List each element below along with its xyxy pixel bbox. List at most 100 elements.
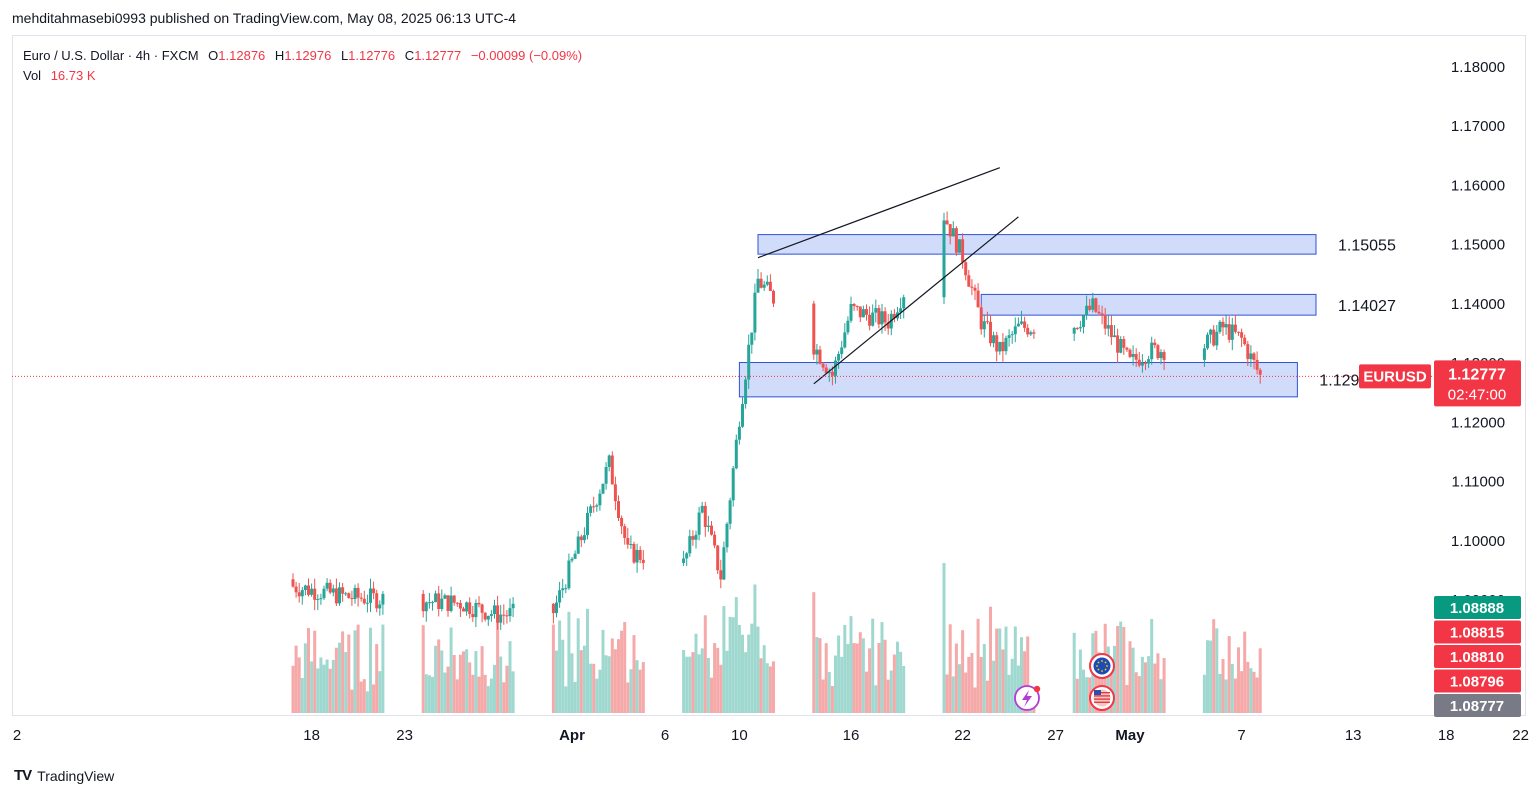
volume-bar (1113, 645, 1116, 713)
us-flag-icon (1089, 685, 1115, 711)
candle-body (365, 602, 369, 604)
volume-bar (468, 662, 472, 713)
volume-bar (685, 656, 689, 713)
candle-body (855, 306, 859, 308)
candle-body (493, 605, 496, 615)
volume-bar (706, 657, 710, 713)
volume-bar (307, 627, 310, 713)
candle-body (558, 590, 562, 603)
volume-layer (291, 563, 1262, 713)
candle-body (328, 582, 332, 593)
volume-bar (821, 679, 825, 713)
volume-bar (310, 661, 314, 713)
event-icon-layer[interactable] (1014, 653, 1115, 711)
volume-bar (443, 672, 447, 713)
volume-bar (331, 659, 335, 713)
volume-bar (297, 657, 301, 713)
candle-body (852, 304, 856, 307)
candle-body (641, 559, 645, 563)
y-tick-label: 1.16000 (1451, 177, 1505, 194)
volume-bar (1001, 649, 1005, 713)
volume-bar (852, 643, 856, 713)
volume-bar (1224, 679, 1228, 713)
volume-bar (970, 653, 974, 713)
volume-bar (1072, 632, 1076, 713)
volume-bar (995, 628, 999, 713)
y-tick-label: 1.11000 (1451, 474, 1504, 491)
volume-bar (561, 639, 565, 713)
candle-body (620, 517, 624, 527)
candle-body (858, 306, 862, 318)
volume-bar (595, 678, 599, 713)
volume-bar (471, 674, 475, 713)
volume-bar (877, 642, 881, 713)
volume-bar (954, 643, 958, 713)
price-tag-value: 1.08796 (1450, 674, 1504, 691)
candle-body (1221, 321, 1225, 328)
volume-bar (508, 641, 512, 713)
volume-bar (564, 686, 568, 713)
candle-body (362, 598, 366, 604)
volume-bar (1020, 637, 1023, 713)
volume-bar (434, 645, 438, 713)
brand-name: TradingView (37, 767, 115, 784)
volume-bar (601, 629, 605, 713)
candle-body (818, 349, 822, 364)
candle-body (1082, 315, 1085, 328)
volume-bar (421, 625, 425, 713)
volume-bar (1147, 656, 1151, 713)
candle-body (744, 379, 748, 404)
volume-bar (861, 638, 865, 713)
volume-bar (1206, 640, 1209, 713)
candle-body (837, 353, 841, 361)
candle-body (902, 297, 906, 309)
candle-body (502, 614, 506, 616)
volume-bar (827, 671, 831, 713)
candle-body (1007, 335, 1011, 338)
candle-body (734, 439, 738, 469)
candle-body (458, 603, 462, 609)
volume-bar (641, 662, 645, 713)
volume-bar (313, 630, 317, 713)
volume-bar (1131, 647, 1135, 713)
brand-footer[interactable]: TV TradingView (14, 767, 114, 784)
candle-body (437, 593, 441, 609)
symbol-tag-label: EURUSD (1363, 368, 1427, 385)
candle-body (474, 602, 478, 618)
candle-body (1230, 324, 1234, 340)
candle-body (772, 290, 775, 304)
chart-legend: Euro / U.S. Dollar · 4h · FXCM O1.12876 … (23, 46, 582, 86)
volume-bar (744, 652, 748, 713)
candle-body (350, 598, 354, 600)
volume-bar (883, 639, 887, 713)
volume-bar (1137, 676, 1141, 713)
candle-body (945, 220, 949, 225)
candle-body (359, 597, 363, 599)
price-tag-value: 1.08777 (1450, 698, 1504, 715)
volume-bar (576, 618, 580, 713)
x-tick-label: 22 (1512, 727, 1529, 744)
volume-bar (338, 642, 341, 713)
candle-body (443, 595, 447, 599)
candle-body (1078, 327, 1082, 329)
candle-body (1097, 311, 1101, 314)
candle-body (344, 593, 348, 595)
volume-label[interactable]: Vol (23, 68, 42, 83)
candle-body (985, 321, 989, 323)
candle-body (892, 313, 896, 319)
volume-bar (1249, 668, 1253, 713)
candle-body (462, 608, 465, 612)
last-price-tag (1434, 360, 1521, 407)
volume-bar (359, 681, 363, 713)
candle-body (967, 275, 971, 287)
volume-bar (1007, 674, 1011, 713)
candle-body (613, 484, 617, 502)
symbol-description[interactable]: Euro / U.S. Dollar · 4h · FXCM (23, 48, 199, 63)
high-value: 1.12976 (284, 48, 332, 63)
volume-bar (713, 643, 717, 713)
volume-bar (1240, 671, 1244, 713)
eu-flag-star (1096, 665, 1098, 667)
change-value: −0.00099 (−0.09%) (470, 48, 583, 63)
candle-body (1134, 353, 1138, 360)
